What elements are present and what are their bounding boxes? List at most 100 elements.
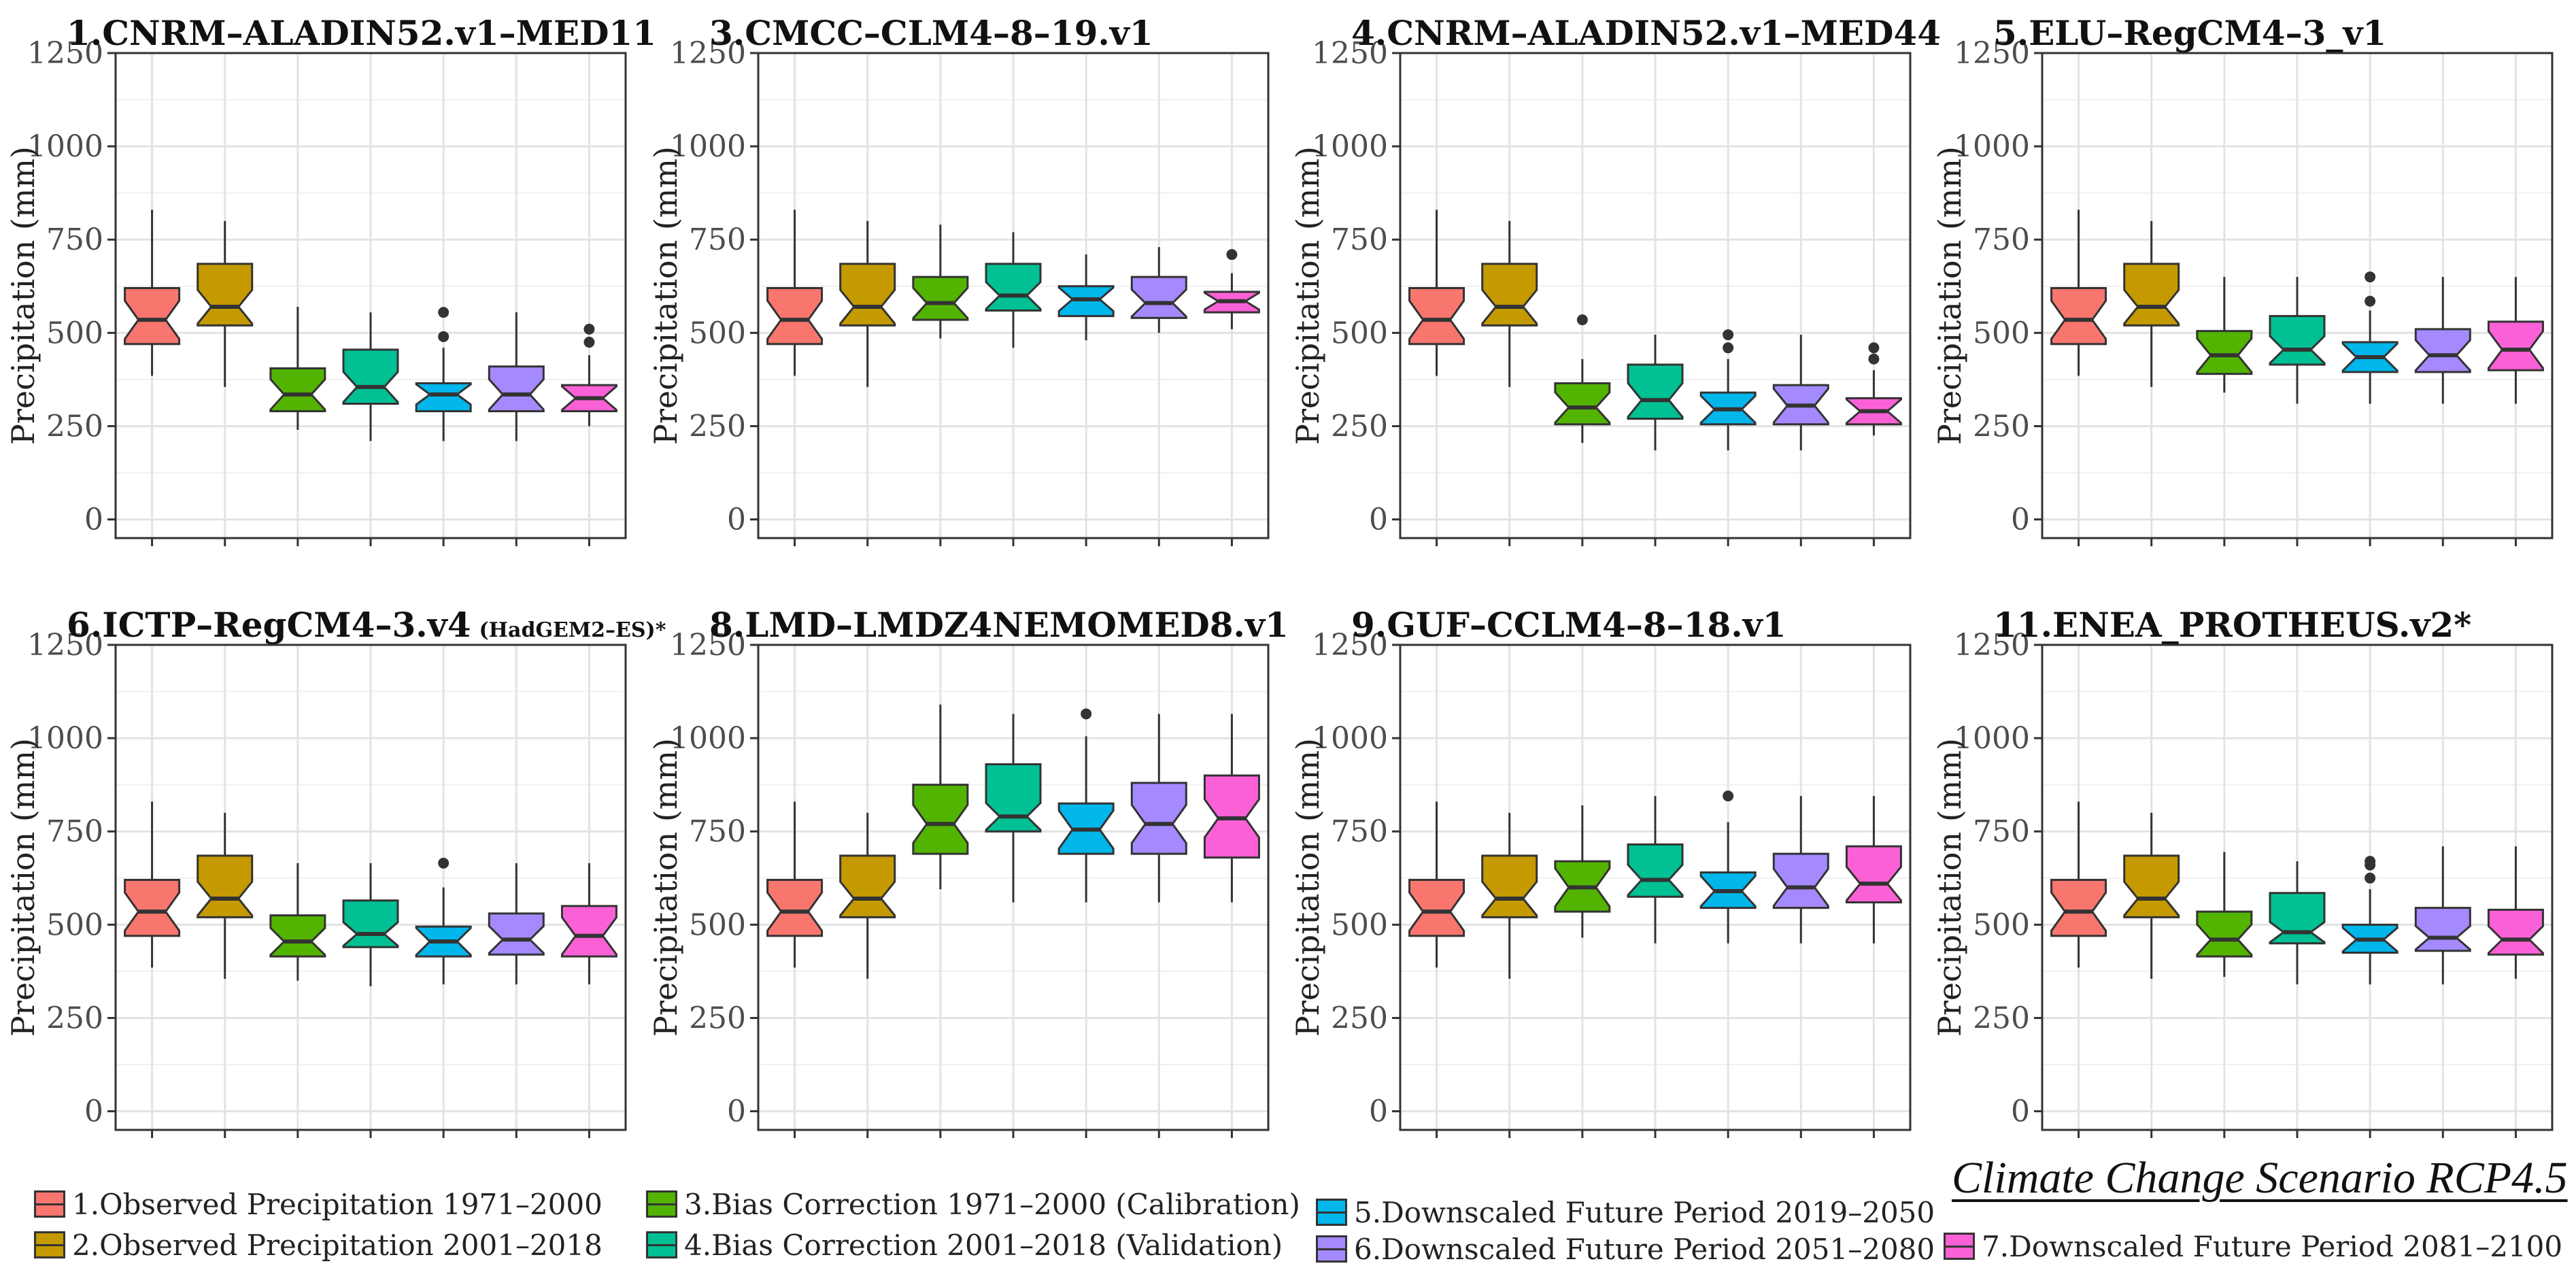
box-series-4 [342,863,399,986]
panel-subtitle: (HadGEM2–ES)* [479,618,666,642]
box-series-5 [415,857,472,985]
box-body [1554,382,1611,426]
panel-border [114,52,627,539]
y-axis-label: Precipitation (mm) [647,738,684,1037]
y-tick-label: 0 [84,1095,103,1129]
box-series-5 [2341,856,2399,985]
panel-4: 0 250 500 750 1000 1250 Precipitation (mm) 5.EL… [1931,13,2554,546]
y-tick-label: 1250 [1954,628,2030,663]
y-tick-label: 1250 [670,36,746,71]
box-body [1845,845,1902,903]
panel-title: 3.CMCC–CLM4–8–19.v1 [709,13,1153,53]
outlier-point [1868,342,1880,354]
y-tick-label: 500 [689,316,746,350]
panel-title-main: 8.LMD–LMDZ4NEMOMED8.v1 [709,605,1289,645]
y-tick-label: 1000 [1954,721,2030,756]
box-body [2123,854,2180,918]
legend-item-4: 4.Bias Correction 2001–2018 (Validation) [646,1224,1283,1265]
box-series-6 [488,312,545,441]
box-series-1 [2050,210,2107,376]
box-series-2 [1481,812,1538,979]
box-body [2196,910,2253,958]
panel-title: 8.LMD–LMDZ4NEMOMED8.v1 [709,605,1289,645]
legend-swatch-5 [1316,1199,1347,1226]
legend-item-1: 1.Observed Precipitation 1971–2000 [34,1184,603,1224]
box-series-6 [2414,846,2471,985]
y-tick-label: 250 [1331,409,1388,444]
box-body [1481,263,1538,327]
box-series-5 [415,307,472,441]
legend-label-3: 3.Bias Correction 1971–2000 (Calibration… [684,1187,1300,1221]
legend-item-7: 7.Downscaled Future Period 2081–2100 [1944,1226,2562,1267]
y-tick-label: 250 [1331,1001,1388,1035]
box-body [2414,328,2471,373]
panel-title: 6.ICTP–RegCM4–3.v4 (HadGEM2–ES)* [67,605,666,645]
box-body [197,263,254,327]
box-series-1 [2050,801,2107,968]
box-body [1627,843,1684,898]
box-series-7 [560,323,617,427]
legend-swatch-7 [1944,1233,1975,1260]
outlier-point [583,337,595,348]
box-series-4 [985,714,1042,903]
y-tick-label: 500 [46,316,103,350]
y-tick-label: 0 [2011,503,2030,537]
box-body [269,914,326,958]
box-body [1408,287,1465,346]
panel-6: 0 250 500 750 1000 1250 Precipitation (mm) 8.LM… [647,605,1289,1138]
y-tick-label: 750 [689,814,746,849]
y-tick-label: 750 [46,222,103,257]
y-tick-label: 250 [46,409,103,444]
outlier-point [1723,790,1734,802]
panel-border [2041,52,2554,539]
box-body [415,382,472,413]
outlier-point [1723,329,1734,341]
legend-item-3: 3.Bias Correction 1971–2000 (Calibration… [646,1184,1300,1224]
box-body [2269,315,2326,366]
y-tick-label: 0 [84,503,103,537]
outlier-point [1868,353,1880,365]
y-tick-label: 250 [689,1001,746,1035]
panel-title-main: 4.CNRM–ALADIN52.v1–MED44 [1351,13,1941,53]
y-tick-label: 1250 [670,628,746,663]
box-body [912,276,969,321]
y-tick-label: 1000 [27,129,103,164]
box-series-4 [2269,277,2326,404]
legend-swatch-1 [34,1190,65,1218]
box-body [2050,879,2107,937]
box-body [2123,263,2180,327]
box-series-1 [1408,210,1465,376]
box-series-3 [912,224,969,339]
legend: 1.Observed Precipitation 1971–2000 2.Obs… [0,1170,2576,1282]
outlier-point [1576,314,1588,326]
box-body [2269,892,2326,945]
box-body [1130,782,1187,855]
box-series-5 [1057,708,1115,903]
legend-item-6: 6.Downscaled Future Period 2051–2080 [1316,1229,1935,1269]
outlier-point [438,307,450,318]
outlier-point [2365,856,2376,867]
panel-5: 0 250 500 750 1000 1250 Precipitation (mm) 6.IC… [5,605,666,1138]
y-tick-label: 1250 [27,36,103,71]
y-tick-label: 250 [1973,1001,2030,1035]
box-series-7 [560,863,617,985]
panel-title: 1.CNRM–ALADIN52.v1–MED11 [67,13,656,53]
box-series-7 [1845,342,1902,436]
box-series-4 [342,312,399,441]
y-tick-label: 0 [727,1095,746,1129]
box-series-1 [766,210,824,376]
box-body [766,879,824,937]
y-axis-label: Precipitation (mm) [1931,146,1968,445]
box-body [985,763,1042,833]
y-tick-label: 500 [689,907,746,942]
y-axis-label: Precipitation (mm) [1289,738,1326,1037]
box-series-2 [2123,812,2180,979]
legend-label-2: 2.Observed Precipitation 2001–2018 [72,1228,603,1262]
y-tick-label: 1250 [27,628,103,663]
y-tick-label: 500 [1331,907,1388,942]
panel-title: 9.GUF–CCLM4–8–18.v1 [1351,605,1786,645]
legend-swatch-3 [646,1190,677,1218]
y-tick-label: 0 [727,503,746,537]
box-body [985,263,1042,312]
y-tick-label: 750 [1331,814,1388,849]
